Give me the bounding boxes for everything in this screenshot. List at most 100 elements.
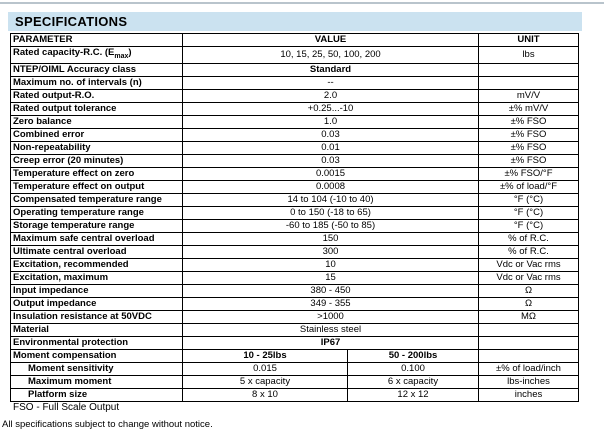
value-cell: 0.03 — [182, 127, 479, 142]
fso-footnote: FSO - Full Scale Output — [13, 402, 120, 413]
parameter-cell: Moment sensitivity — [10, 361, 183, 376]
unit-cell: Ω — [478, 283, 579, 298]
table-row: Temperature effect on output 0.0008 ±% of … — [10, 179, 579, 194]
table-row: Input impedance 380 - 450 Ω — [10, 283, 579, 298]
unit-cell: ±% FSO — [478, 153, 579, 168]
value-cell: 5 x capacity — [182, 374, 348, 389]
parameter-cell: Maximum no. of intervals (n) — [10, 75, 183, 90]
table-row: Compensated temperature range 14 to 104 (… — [10, 192, 579, 207]
value-cell: 10 - 25lbs — [182, 348, 348, 363]
unit-cell — [478, 75, 579, 90]
table-row: Rated output tolerance +0.25...-10 ±% mV/V — [10, 101, 579, 116]
value-cell: >1000 — [182, 309, 479, 324]
table-row: Zero balance 1.0 ±% FSO — [10, 114, 579, 129]
unit-cell: Ω — [478, 296, 579, 311]
value-cell: 0 to 150 (-18 to 65) — [182, 205, 479, 220]
unit-cell: % of R.C. — [478, 231, 579, 246]
value-cell: 10 — [182, 257, 479, 272]
parameter-cell: Excitation, maximum — [10, 270, 183, 285]
value-cell: 0.01 — [182, 140, 479, 155]
unit-cell — [478, 62, 579, 77]
value-cell: Standard — [182, 62, 479, 77]
table-row: Environmental protection IP67 — [10, 335, 579, 350]
value-cell: 0.015 — [182, 361, 348, 376]
table-row: Operating temperature range 0 to 150 (-18… — [10, 205, 579, 220]
disclaimer-footnote: All specifications subject to change wit… — [2, 419, 213, 430]
unit-cell: Vdc or Vac rms — [478, 270, 579, 285]
value-cell: 0.0008 — [182, 179, 479, 194]
value-cell: 6 x capacity — [347, 374, 479, 389]
unit-cell: inches — [478, 387, 579, 402]
unit-cell: % of R.C. — [478, 244, 579, 259]
table-row: Moment sensitivity 0.015 0.100 ±% of load/i… — [10, 361, 579, 376]
table-row: Rated output-R.O. 2.0 mV/V — [10, 88, 579, 103]
parameter-cell: Maximum moment — [10, 374, 183, 389]
unit-cell: ±% mV/V — [478, 101, 579, 116]
value-cell: 15 — [182, 270, 479, 285]
table-row: Insulation resistance at 50VDC >1000 MΩ — [10, 309, 579, 324]
value-cell: 2.0 — [182, 88, 479, 103]
value-cell: 8 x 10 — [182, 387, 348, 402]
value-cell: 14 to 104 (-10 to 40) — [182, 192, 479, 207]
unit-cell: ±% of load/inch — [478, 361, 579, 376]
table-row: Material Stainless steel — [10, 322, 579, 337]
unit-cell: °F (°C) — [478, 205, 579, 220]
table-row: Creep error (20 minutes) 0.03 ±% FSO — [10, 153, 579, 168]
parameter-cell: NTEP/OIML Accuracy class — [10, 62, 183, 77]
unit-cell: Vdc or Vac rms — [478, 257, 579, 272]
parameter-cell: Output impedance — [10, 296, 183, 311]
unit-cell: °F (°C) — [478, 218, 579, 233]
specifications-table: PARAMETER VALUE UNIT Rated capacity-R.C.… — [10, 33, 579, 402]
table-row: Excitation, recommended 10 Vdc or Vac rms — [10, 257, 579, 272]
value-cell: -60 to 185 (-50 to 85) — [182, 218, 479, 233]
parameter-cell: Platform size — [10, 387, 183, 402]
value-cell: 0.0015 — [182, 166, 479, 181]
column-header-unit: UNIT — [478, 33, 579, 47]
parameter-cell: Input impedance — [10, 283, 183, 298]
unit-cell: ±% FSO/°F — [478, 166, 579, 181]
value-cell: 0.03 — [182, 153, 479, 168]
parameter-cell: Temperature effect on output — [10, 179, 183, 194]
value-cell: 12 x 12 — [347, 387, 479, 402]
unit-cell: lbs — [478, 46, 579, 64]
unit-cell — [478, 348, 579, 363]
column-header-parameter: PARAMETER — [10, 33, 183, 47]
value-cell: Stainless steel — [182, 322, 479, 337]
table-row: Ultimate central overload 300% of R.C. — [10, 244, 579, 259]
table-row: Combined error 0.03 ±% FSO — [10, 127, 579, 142]
table-row: Output impedance 349 - 355 Ω — [10, 296, 579, 311]
column-header-value: VALUE — [182, 33, 479, 47]
parameter-cell: Rated output-R.O. — [10, 88, 183, 103]
parameter-cell: Combined error — [10, 127, 183, 142]
parameter-cell: Creep error (20 minutes) — [10, 153, 183, 168]
table-header-row: PARAMETER VALUE UNIT — [10, 33, 579, 47]
value-cell: 300 — [182, 244, 479, 259]
unit-cell: ±% FSO — [478, 127, 579, 142]
parameter-cell: Storage temperature range — [10, 218, 183, 233]
value-cell: 150 — [182, 231, 479, 246]
value-cell: -- — [182, 75, 479, 90]
top-divider — [0, 2, 604, 4]
parameter-cell: Zero balance — [10, 114, 183, 129]
parameter-cell: Rated capacity-R.C. (Emax) — [10, 46, 183, 64]
parameter-cell: Temperature effect on zero — [10, 166, 183, 181]
table-row: Maximum safe central overload 150% of R.C… — [10, 231, 579, 246]
unit-cell: ±% FSO — [478, 140, 579, 155]
table-row: Maximum no. of intervals (n) -- — [10, 75, 579, 90]
parameter-cell: Operating temperature range — [10, 205, 183, 220]
parameter-cell: Compensated temperature range — [10, 192, 183, 207]
parameter-cell: Non-repeatability — [10, 140, 183, 155]
value-cell: 10, 15, 25, 50, 100, 200 — [182, 46, 479, 64]
parameter-cell: Excitation, recommended — [10, 257, 183, 272]
unit-cell — [478, 335, 579, 350]
parameter-cell: Maximum safe central overload — [10, 231, 183, 246]
value-cell: 349 - 355 — [182, 296, 479, 311]
page-title: SPECIFICATIONS — [15, 14, 128, 29]
section-title-bar: SPECIFICATIONS — [8, 12, 582, 31]
unit-cell: mV/V — [478, 88, 579, 103]
table-row: Non-repeatability 0.01 ±% FSO — [10, 140, 579, 155]
unit-cell — [478, 322, 579, 337]
table-row: Temperature effect on zero 0.0015 ±% FSO/°… — [10, 166, 579, 181]
parameter-cell: Rated output tolerance — [10, 101, 183, 116]
value-cell: 0.100 — [347, 361, 479, 376]
